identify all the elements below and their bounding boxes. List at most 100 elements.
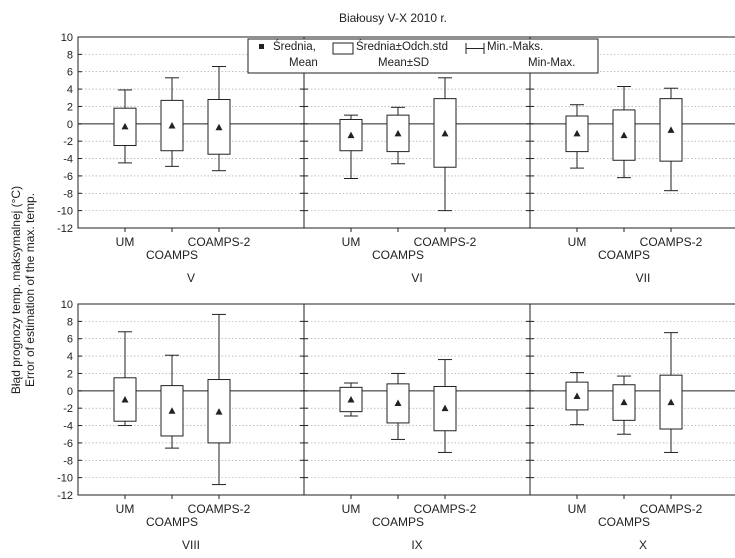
legend-mean-pl: Średnia, — [273, 40, 316, 53]
mean-marker — [347, 131, 355, 139]
mean-marker — [394, 129, 402, 137]
mean-marker — [215, 123, 223, 131]
chart-title: Białousy V-X 2010 r. — [339, 11, 447, 25]
mean-marker — [215, 408, 223, 415]
panel-grid: 1086420-2-4-6-8-10-12UMCOAMPSCOAMPS-2VUM… — [57, 32, 735, 552]
mean-marker — [441, 404, 449, 412]
panel-month-label: VII — [636, 271, 651, 285]
mean-marker — [347, 396, 355, 403]
y-tick-label: 2 — [67, 101, 73, 113]
x-label-coamps: COAMPS — [598, 515, 650, 529]
y-tick-label: -4 — [63, 154, 73, 166]
box-coamps — [160, 77, 184, 232]
panel-month-label: VI — [411, 271, 422, 285]
mean-marker — [620, 398, 628, 406]
mean-marker — [121, 122, 129, 130]
y-tick-label: 4 — [67, 84, 73, 96]
y-axis-label-line1: Błąd prognozy temp. maksymalnej (°C) — [9, 186, 23, 394]
box-coamps-2 — [433, 359, 457, 499]
box-um — [565, 372, 589, 499]
y-tick-label: -10 — [57, 473, 73, 485]
y-tick-label: 4 — [67, 351, 73, 363]
x-label-coamps: COAMPS — [372, 515, 424, 529]
y-tick-label: 10 — [61, 32, 73, 44]
mean-marker — [667, 126, 675, 133]
panel-frame — [303, 303, 531, 496]
box-coamps-2 — [207, 66, 231, 232]
mean-marker — [394, 399, 402, 406]
mean-marker — [121, 396, 129, 403]
box-um — [339, 382, 363, 499]
legend-box-pl: Średnia±Odch.std — [356, 40, 448, 53]
panel-month-label: IX — [411, 538, 422, 552]
y-axis-label: Błąd prognozy temp. maksymalnej (°C) Err… — [9, 186, 37, 394]
y-tick-label: 2 — [67, 368, 73, 380]
box-coamps-2 — [659, 332, 683, 499]
x-label-coamps-2: COAMPS-2 — [188, 235, 251, 249]
panel-month-label: X — [639, 538, 647, 552]
x-label-coamps-2: COAMPS-2 — [414, 502, 477, 516]
x-label-um: UM — [342, 502, 361, 516]
legend-mean-marker — [259, 44, 264, 49]
y-tick-label: 8 — [67, 316, 73, 328]
y-tick-label: 0 — [67, 386, 73, 398]
panel-month-label: V — [187, 271, 195, 285]
y-tick-label: 0 — [67, 119, 73, 131]
x-label-coamps-2: COAMPS-2 — [188, 502, 251, 516]
y-tick-label: -4 — [63, 421, 73, 433]
box-um — [113, 331, 137, 499]
x-label-coamps: COAMPS — [146, 248, 198, 262]
legend-whisker-pl: Min.-Maks. — [487, 41, 543, 53]
x-label-coamps-2: COAMPS-2 — [640, 235, 703, 249]
mean-marker — [441, 129, 449, 137]
mean-marker — [667, 398, 675, 406]
x-label-um: UM — [568, 235, 587, 249]
y-tick-label: -8 — [63, 455, 73, 467]
y-tick-label: -12 — [57, 223, 73, 235]
legend-box-en: Mean±SD — [378, 57, 429, 69]
box-coamps-2 — [659, 87, 683, 232]
panel-frame — [77, 303, 305, 496]
x-label-coamps: COAMPS — [598, 248, 650, 262]
legend: Średnia, Mean Średnia±Odch.std Mean±SD M… — [247, 38, 599, 74]
y-tick-label: -8 — [63, 188, 73, 200]
legend-mean-en: Mean — [289, 57, 318, 69]
legend-box — [247, 38, 599, 74]
box-coamps — [160, 354, 184, 499]
x-label-coamps: COAMPS — [146, 515, 198, 529]
mean-marker — [620, 131, 628, 139]
box-coamps — [386, 372, 410, 499]
mean-marker — [573, 392, 581, 400]
x-label-um: UM — [116, 235, 135, 249]
y-tick-label: -6 — [63, 171, 73, 183]
legend-box-marker — [332, 42, 354, 55]
mean-marker — [573, 129, 581, 137]
box-coamps-2 — [207, 313, 231, 499]
box-um — [113, 89, 137, 232]
y-axis-label-line2: Error of estimation of the max. temp. — [23, 193, 37, 387]
y-tick-label: -12 — [57, 490, 73, 502]
y-tick-label: -2 — [63, 136, 73, 148]
y-tick-label: 6 — [67, 67, 73, 79]
x-label-um: UM — [568, 502, 587, 516]
box-coamps-2 — [433, 77, 457, 232]
y-tick-label: -6 — [63, 438, 73, 450]
box-coamps — [612, 85, 636, 232]
panel-month-label: VIII — [182, 538, 200, 552]
x-label-coamps-2: COAMPS-2 — [640, 502, 703, 516]
box-coamps — [386, 106, 410, 232]
mean-marker — [168, 122, 176, 129]
box-coamps — [612, 375, 636, 499]
box-um — [565, 104, 589, 232]
box-um — [339, 114, 363, 232]
mean-marker — [168, 407, 176, 414]
y-tick-label: 10 — [61, 299, 73, 311]
legend-whisker-marker — [465, 43, 485, 54]
y-tick-label: 8 — [67, 49, 73, 61]
